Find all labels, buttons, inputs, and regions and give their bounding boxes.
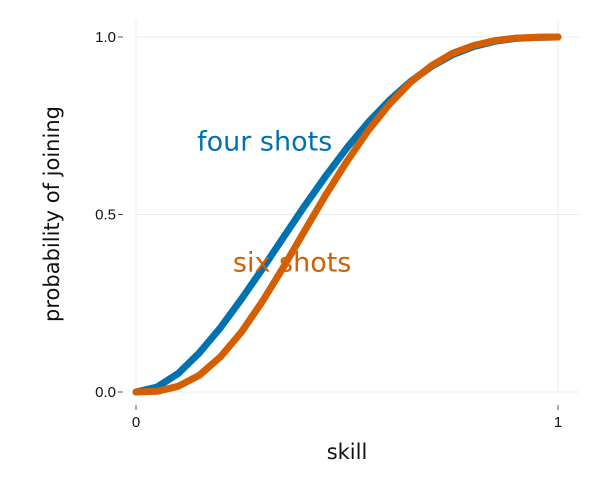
y-tick-label: 0.5 <box>95 207 116 224</box>
x-tick-label: 0 <box>132 414 140 431</box>
y-tick-label: 1.0 <box>95 29 116 46</box>
series-lines <box>132 33 562 396</box>
grid-lines <box>135 20 580 393</box>
series-label-six-shots: six shots <box>233 247 351 278</box>
x-axis-title: skill <box>327 440 368 464</box>
series-label-four-shots: four shots <box>197 127 332 158</box>
series-labels: four shots six shots <box>197 127 351 279</box>
y-tick-label: 0.0 <box>95 384 116 401</box>
x-tick-label: 1 <box>554 414 562 431</box>
axes: 0.0 0.5 1.0 0 1 <box>95 29 562 431</box>
y-axis-title: probability of joining <box>40 106 64 322</box>
series-line-six-shots <box>132 33 562 396</box>
